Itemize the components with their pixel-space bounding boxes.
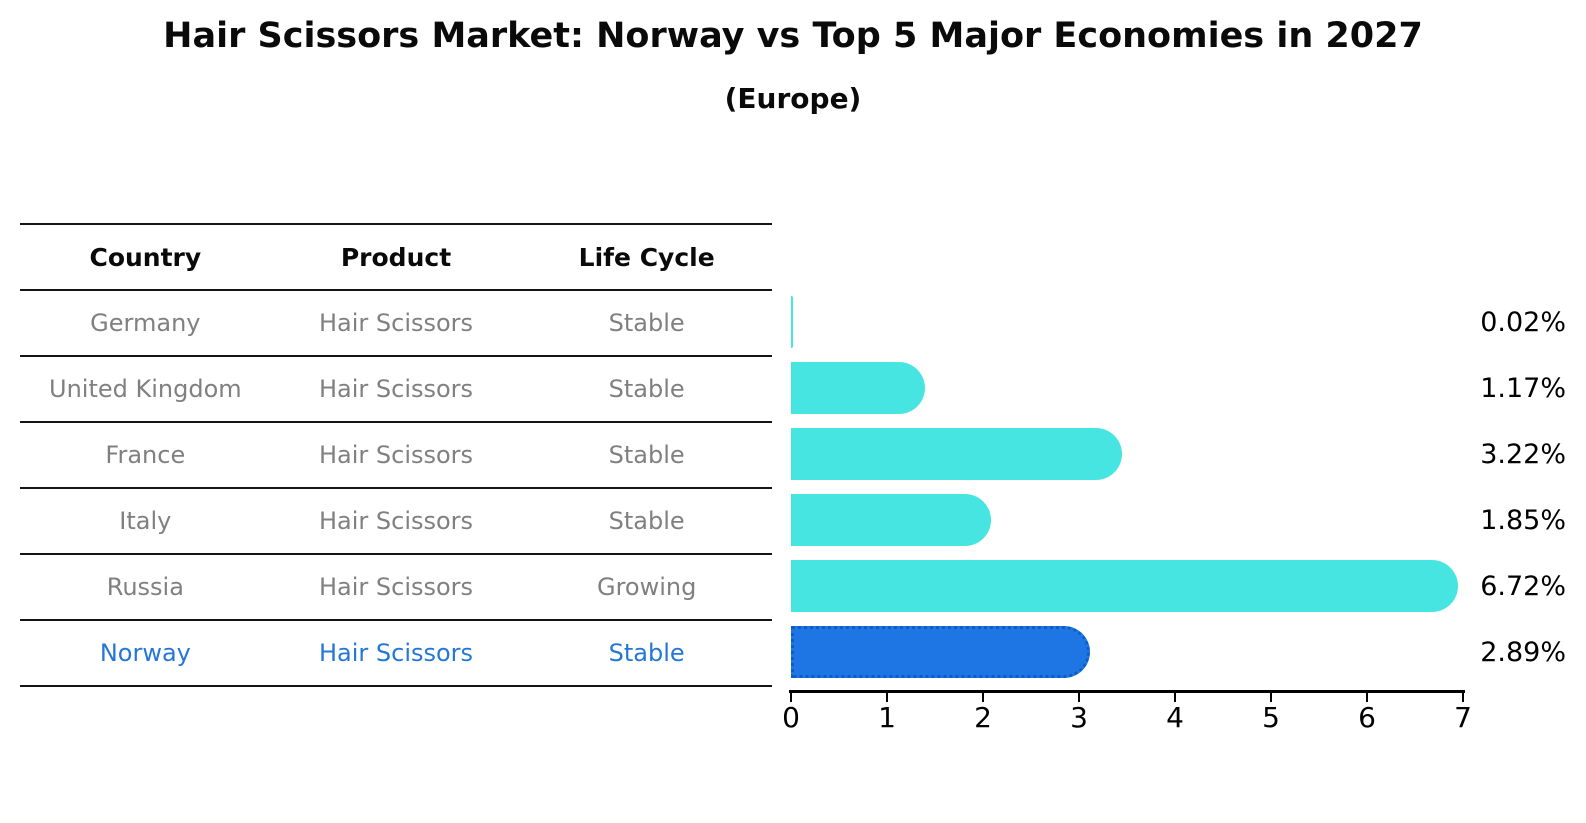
x-tick-mark [1366,693,1368,702]
cell-country: Italy [119,507,172,535]
cell-product: Hair Scissors [318,573,474,601]
column-header-country: Country [89,242,202,272]
cell-product: Hair Scissors [318,375,474,403]
cell-country: Russia [106,573,184,601]
cell-country: France [105,441,186,469]
x-tick-mark [1270,693,1272,702]
x-tick-label: 3 [1070,701,1088,734]
x-tick-mark [982,693,984,702]
table-row-united-kingdom: United Kingdom Hair Scissors Stable [20,355,772,421]
x-tick-mark [1174,693,1176,702]
cell-life-cycle: Stable [608,375,685,403]
table-row-norway: Norway Hair Scissors Stable [20,619,772,685]
x-tick-label: 6 [1358,701,1376,734]
value-label-russia: 6.72% [1480,570,1566,602]
x-tick-0: 0 [751,693,831,734]
comparison-table: Country Product Life Cycle Germany Hair … [20,223,772,687]
cell-country: United Kingdom [49,375,242,403]
value-label-france: 3.22% [1480,438,1566,470]
value-label-germany: 0.02% [1480,306,1566,338]
bar-russia [791,560,1459,612]
x-tick-label: 0 [782,701,800,734]
x-tick-4: 4 [1135,693,1215,734]
x-tick-mark [886,693,888,702]
x-tick-label: 1 [878,701,896,734]
page-title: Hair Scissors Market: Norway vs Top 5 Ma… [163,16,1423,56]
x-tick-7: 7 [1423,693,1503,734]
x-tick-2: 2 [943,693,1023,734]
cell-life-cycle: Stable [608,441,685,469]
x-axis-line [789,690,1465,693]
x-tick-label: 7 [1454,701,1472,734]
bar-chart-area [791,289,1481,685]
value-label-united-kingdom: 1.17% [1480,372,1566,404]
bar-italy [791,494,991,546]
x-axis: 0 1 2 3 4 5 6 7 [782,693,1472,743]
table-header-row: Country Product Life Cycle [20,223,772,289]
cell-life-cycle: Stable [608,639,685,667]
x-tick-3: 3 [1039,693,1119,734]
column-header-product: Product [340,242,452,272]
cell-life-cycle: Growing [596,573,697,601]
x-tick-label: 2 [974,701,992,734]
x-tick-mark [1078,693,1080,702]
cell-country: Norway [99,639,191,667]
column-header-life-cycle: Life Cycle [578,242,715,272]
bar-france [791,428,1123,480]
table-row-france: France Hair Scissors Stable [20,421,772,487]
x-tick-5: 5 [1231,693,1311,734]
cell-life-cycle: Stable [608,507,685,535]
bar-row [791,487,1481,553]
cell-life-cycle: Stable [608,309,685,337]
bar-row [791,619,1481,685]
x-tick-label: 4 [1166,701,1184,734]
x-tick-mark [1462,693,1464,702]
cell-country: Germany [90,309,201,337]
table-row-russia: Russia Hair Scissors Growing [20,553,772,619]
bar-row [791,553,1481,619]
value-label-italy: 1.85% [1480,504,1566,536]
value-label-column: 0.02% 1.17% 3.22% 1.85% 6.72% 2.89% [1400,289,1566,685]
cell-product: Hair Scissors [318,507,474,535]
x-tick-label: 5 [1262,701,1280,734]
bar-row [791,421,1481,487]
value-label-norway: 2.89% [1480,636,1566,668]
page-subtitle: (Europe) [724,82,862,115]
bar-united-kingdom [791,362,926,414]
x-tick-1: 1 [847,693,927,734]
bar-norway-highlighted [791,626,1091,678]
bar-row [791,355,1481,421]
x-tick-mark [790,693,792,702]
cell-product: Hair Scissors [318,441,474,469]
cell-product: Hair Scissors [318,639,474,667]
table-row-italy: Italy Hair Scissors Stable [20,487,772,553]
cell-product: Hair Scissors [318,309,474,337]
x-tick-6: 6 [1327,693,1407,734]
bar-row [791,289,1481,355]
table-row-germany: Germany Hair Scissors Stable [20,289,772,355]
bar-germany [791,296,793,348]
